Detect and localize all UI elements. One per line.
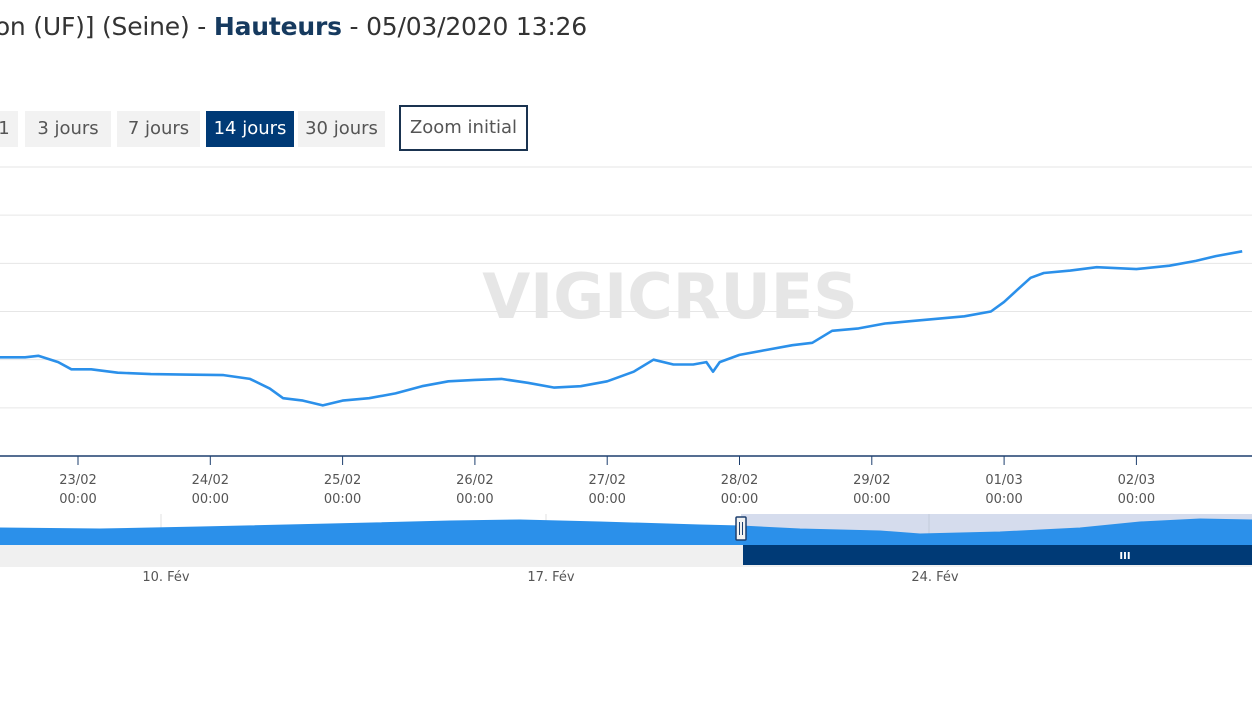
title-prefix: son (UF)] (Seine) - — [0, 12, 214, 41]
navigator-area — [0, 518, 1252, 546]
watermark: VIGICRUES — [482, 260, 858, 333]
navigator: III 10. Fév 17. Fév 24. Fév — [0, 514, 1252, 585]
zoom-initial-button[interactable]: Zoom initial — [399, 105, 528, 151]
range-button-7-jours[interactable]: 7 jours — [117, 111, 200, 147]
navigator-handle[interactable] — [735, 516, 747, 541]
x-axis: 23/02 00:00 24/02 00:00 25/02 00:00 26/02 00:00… — [0, 455, 1252, 507]
navigator-label: 17. Fév — [527, 570, 575, 585]
chart-title: son (UF)] (Seine) - Hauteurs - 05/03/202… — [0, 12, 587, 41]
x-tick-date: 28/02 — [721, 473, 758, 488]
x-tick-time: 00:00 — [588, 492, 625, 507]
navigator-label: 24. Fév — [911, 570, 959, 585]
x-tick-time: 00:00 — [324, 492, 361, 507]
grid-lines — [0, 166, 1252, 409]
x-tick-time: 00:00 — [721, 492, 758, 507]
x-tick-time: 00:00 — [1118, 492, 1155, 507]
x-tick-date: 27/02 — [588, 473, 625, 488]
x-tick-date: 02/03 — [1118, 473, 1155, 488]
title-bold: Hauteurs — [213, 12, 342, 41]
range-button-1[interactable]: 1 — [0, 111, 18, 147]
series-group — [0, 250, 1243, 407]
x-tick-time: 00:00 — [853, 492, 890, 507]
range-button-30-jours[interactable]: 30 jours — [298, 111, 385, 147]
range-button-3-jours[interactable]: 3 jours — [25, 111, 111, 147]
x-tick-date: 24/02 — [192, 473, 229, 488]
x-tick-date: 25/02 — [324, 473, 361, 488]
x-tick-date: 29/02 — [853, 473, 890, 488]
x-tick-time: 00:00 — [59, 492, 96, 507]
x-tick-time: 00:00 — [192, 492, 229, 507]
series-line — [0, 250, 1243, 407]
title-suffix: - 05/03/2020 13:26 — [341, 12, 587, 41]
scrollbar-thumb — [743, 545, 1252, 565]
x-tick-date: 01/03 — [985, 473, 1022, 488]
scrollbar-grip: III — [1119, 551, 1130, 562]
range-button-14-jours[interactable]: 14 jours — [206, 111, 294, 147]
x-tick-date: 26/02 — [456, 473, 493, 488]
navigator-label: 10. Fév — [142, 570, 190, 585]
x-tick-time: 00:00 — [456, 492, 493, 507]
x-tick-time: 00:00 — [985, 492, 1022, 507]
x-tick-date: 23/02 — [59, 473, 96, 488]
